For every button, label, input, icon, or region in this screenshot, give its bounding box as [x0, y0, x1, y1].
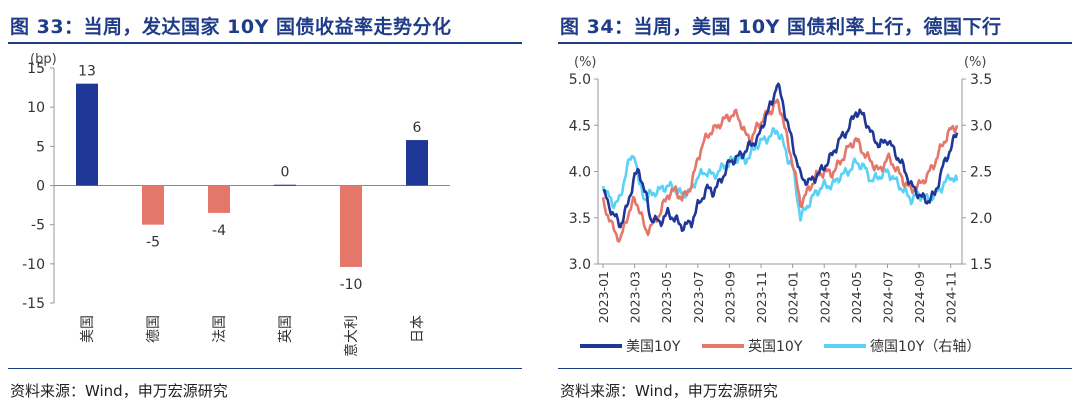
line-left-unit: (%): [574, 55, 597, 70]
bar-chart: (bp)15 10 5 0 -5 -10 -15 13 美国 -5 德国 -4 法国 0 英国 -10 意大利 6…: [22, 52, 450, 357]
line-chart: (%) (%) 5.0 4.5 4.0 3.5 3.0 3.5 3.0 2.5 2.0 1.5 2023…: [569, 55, 993, 355]
legend-label: 美国10Y: [626, 339, 681, 355]
line-x-tick-label: 2024-01: [786, 271, 801, 323]
line-x-tick-label: 2023-11: [754, 271, 769, 323]
line-left-tick-label: 4.5: [569, 118, 591, 134]
bar-category-label: 法国: [212, 315, 228, 343]
bar-category-label: 日本: [410, 315, 426, 343]
bar-y-tick-label: -10: [22, 257, 45, 273]
left-source-rule: [8, 368, 522, 369]
bar-y-tick-label: -5: [31, 218, 45, 234]
line-left-tick-label: 4.0: [569, 165, 591, 181]
line-x-tick-label: 2024-07: [880, 271, 895, 323]
line-x-tick-label: 2023-05: [659, 271, 674, 323]
line-series-美国10Y: [602, 82, 959, 233]
line-x-tick-label: 2024-09: [912, 271, 927, 323]
bar-y-tick-label: 5: [36, 139, 45, 155]
line-left-tick-label: 3.5: [569, 211, 591, 227]
bar-category-label: 意大利: [343, 315, 360, 357]
line-right-tick-label: 1.5: [970, 257, 992, 273]
line-x-tick-label: 2023-09: [722, 271, 737, 323]
legend-label: 德国10Y（右轴）: [870, 339, 980, 355]
bar-意大利: [340, 185, 362, 267]
right-title-rule: [558, 42, 1072, 44]
right-source-note: 资料来源：Wind，申万宏源研究: [560, 382, 778, 400]
left-panel: 图 33：当周，发达国家 10Y 国债收益率走势分化 (bp) 15 10 5 0 -5 -…: [0, 0, 530, 415]
line-series-英国10Y: [601, 98, 959, 243]
right-source-rule: [558, 368, 1072, 369]
right-chart-title: 图 34：当周，美国 10Y 国债利率上行，德国下行: [560, 16, 1002, 38]
bar-data-label: -5: [146, 235, 160, 251]
line-x-tick-label: 2024-03: [817, 271, 832, 323]
bar-y-tick-label: 15: [27, 61, 45, 77]
left-source-note: 资料来源：Wind，申万宏源研究: [10, 382, 228, 400]
line-right-unit: (%): [964, 55, 987, 70]
bar-data-label: 6: [413, 120, 422, 136]
line-x-tick-label: 2024-05: [849, 271, 864, 323]
line-left-tick-label: 5.0: [569, 72, 591, 88]
line-right-tick-label: 3.5: [970, 72, 992, 88]
bar-category-label: 英国: [277, 315, 294, 343]
left-title-rule: [8, 42, 522, 44]
line-right-tick-label: 2.0: [970, 211, 992, 227]
line-left-tick-label: 3.0: [569, 257, 591, 273]
bar-y-unit: (bp): [30, 52, 57, 67]
line-series-德国10Y（右轴）: [601, 127, 959, 222]
line-x-tick-label: 2023-07: [691, 271, 706, 323]
line-right-tick-label: 3.0: [970, 118, 992, 134]
bar-data-label: 13: [78, 64, 96, 80]
bar-法国: [208, 185, 230, 213]
line-x-tick-label: 2023-03: [628, 271, 643, 323]
bar-英国: [274, 184, 296, 186]
bar-日本: [406, 140, 428, 186]
line-right-tick-label: 2.5: [970, 165, 992, 181]
bar-data-label: 0: [281, 165, 290, 181]
bar-data-label: -10: [340, 277, 363, 293]
line-x-tick-label: 2024-11: [944, 271, 959, 323]
left-chart-title: 图 33：当周，发达国家 10Y 国债收益率走势分化: [10, 16, 452, 38]
right-panel: 图 34：当周，美国 10Y 国债利率上行，德国下行 (%) (%) 5.0 4.5 4…: [550, 0, 1080, 415]
bar-category-label: 美国: [80, 315, 96, 343]
legend-label: 英国10Y: [748, 338, 803, 355]
bar-y-tick-label: -15: [22, 296, 45, 312]
bar-category-label: 德国: [146, 315, 162, 343]
bar-data-label: -4: [212, 223, 226, 239]
line-x-tick-label: 2023-01: [596, 271, 611, 323]
bar-德国: [142, 185, 164, 225]
bar-y-tick-label: 0: [36, 179, 45, 195]
bar-美国: [76, 83, 98, 186]
bar-y-tick-label: 10: [27, 100, 45, 116]
